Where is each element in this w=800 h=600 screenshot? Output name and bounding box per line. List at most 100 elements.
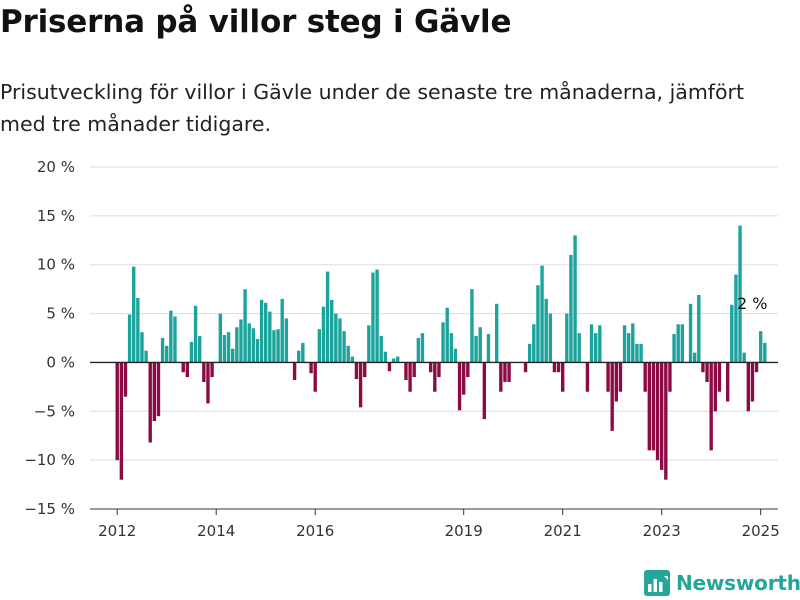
bar bbox=[198, 336, 202, 363]
bar bbox=[202, 362, 206, 382]
y-tick-label: 0 % bbox=[46, 353, 75, 371]
y-tick-label: −15 % bbox=[24, 500, 75, 518]
bar bbox=[738, 225, 742, 363]
bar bbox=[342, 331, 346, 363]
bar bbox=[231, 348, 235, 363]
bar bbox=[750, 362, 755, 402]
y-tick-label: 10 % bbox=[37, 256, 75, 274]
y-tick-label: −5 % bbox=[34, 402, 75, 420]
bar bbox=[544, 298, 548, 363]
bar bbox=[598, 325, 602, 363]
bar bbox=[561, 362, 565, 392]
bar bbox=[717, 362, 722, 392]
bar bbox=[218, 313, 223, 363]
bar bbox=[548, 313, 553, 363]
bar bbox=[317, 329, 322, 363]
y-tick-label: −10 % bbox=[24, 451, 75, 469]
bar bbox=[507, 362, 511, 382]
bar bbox=[226, 332, 231, 363]
x-tick-label: 2023 bbox=[643, 522, 681, 540]
bar bbox=[713, 362, 717, 412]
bar bbox=[503, 362, 507, 382]
bar bbox=[387, 362, 392, 372]
bar bbox=[639, 343, 643, 363]
bar bbox=[420, 333, 425, 363]
x-tick-label: 2016 bbox=[296, 522, 334, 540]
bar bbox=[272, 330, 276, 363]
bar bbox=[610, 362, 614, 431]
bar bbox=[148, 362, 152, 443]
y-tick-label: 5 % bbox=[46, 305, 75, 323]
bar bbox=[622, 325, 627, 363]
bar bbox=[626, 333, 631, 363]
bar bbox=[758, 331, 763, 363]
bar bbox=[297, 350, 301, 363]
y-tick-label: 15 % bbox=[37, 207, 75, 225]
bar bbox=[185, 362, 190, 378]
bar bbox=[189, 341, 194, 363]
bar bbox=[618, 362, 623, 392]
brand-logo: Newsworthy bbox=[644, 566, 800, 600]
bar bbox=[264, 302, 268, 363]
bar bbox=[309, 362, 313, 374]
bar bbox=[523, 362, 528, 373]
bar bbox=[692, 352, 697, 363]
bar bbox=[532, 324, 536, 363]
bar bbox=[210, 362, 214, 378]
bar bbox=[206, 362, 210, 404]
bar bbox=[301, 342, 305, 363]
bar bbox=[672, 334, 676, 363]
bar bbox=[429, 362, 433, 373]
bar bbox=[330, 299, 334, 363]
bar bbox=[115, 362, 119, 461]
bar bbox=[664, 362, 668, 480]
bar bbox=[585, 362, 590, 392]
bar bbox=[416, 338, 421, 363]
bar bbox=[565, 313, 569, 363]
bar bbox=[433, 362, 437, 392]
bar bbox=[152, 362, 157, 422]
bar bbox=[734, 274, 738, 363]
bar bbox=[746, 362, 750, 412]
bar bbox=[573, 235, 577, 363]
bar bbox=[709, 362, 713, 451]
bar bbox=[346, 345, 350, 363]
bar bbox=[449, 333, 454, 363]
bar bbox=[688, 303, 693, 363]
bar bbox=[676, 324, 680, 363]
bar bbox=[144, 350, 148, 363]
x-tick-label: 2014 bbox=[197, 522, 235, 540]
bar bbox=[325, 271, 330, 363]
bar bbox=[136, 297, 140, 363]
bar bbox=[594, 333, 598, 363]
bar bbox=[742, 352, 746, 363]
bar bbox=[643, 362, 647, 392]
y-tick-label: 20 % bbox=[37, 158, 75, 176]
bar bbox=[169, 310, 173, 363]
bar bbox=[284, 318, 289, 363]
bar bbox=[338, 318, 342, 363]
bar bbox=[536, 285, 540, 363]
bar bbox=[119, 362, 124, 480]
brand-name: Newsworthy bbox=[676, 571, 800, 595]
bar bbox=[470, 289, 474, 363]
bar bbox=[528, 343, 532, 363]
bar bbox=[474, 336, 478, 363]
chart-title: Priserna på villor steg i Gävle bbox=[0, 4, 512, 40]
bar bbox=[569, 254, 573, 363]
bar bbox=[243, 289, 247, 363]
bar bbox=[251, 328, 256, 363]
bar bbox=[404, 362, 408, 381]
bar bbox=[540, 265, 544, 363]
bar bbox=[730, 304, 734, 363]
bar bbox=[631, 323, 635, 363]
bar bbox=[482, 362, 487, 420]
bar bbox=[453, 348, 458, 363]
bar bbox=[363, 362, 367, 378]
bar bbox=[589, 324, 594, 363]
bar bbox=[367, 325, 371, 363]
bar bbox=[763, 342, 767, 363]
bar bbox=[499, 362, 503, 392]
bar bbox=[222, 335, 227, 363]
bar bbox=[156, 362, 161, 417]
